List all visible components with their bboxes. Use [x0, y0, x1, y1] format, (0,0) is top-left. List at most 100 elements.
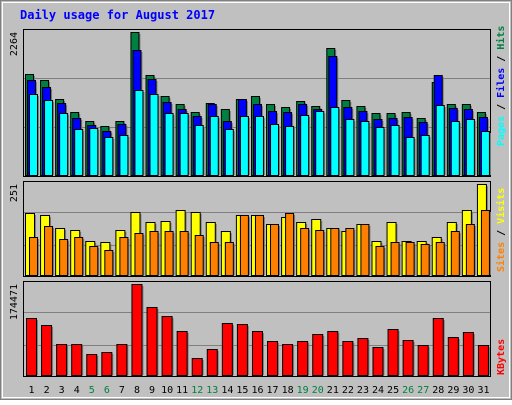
legend-hits-item: /: [496, 104, 507, 116]
bar-kbytes: [26, 318, 37, 376]
bar-pages: [300, 115, 310, 176]
x-tick-label: 11: [176, 385, 188, 396]
x-tick-label: 2: [44, 385, 50, 396]
x-tick-label: 10: [161, 385, 173, 396]
legend-visits-item: Sites: [495, 242, 507, 272]
legend-kbytes-item: KBytes: [496, 339, 507, 375]
bar-pages: [119, 135, 129, 176]
bar-kbytes: [417, 345, 429, 376]
x-tick-label: 20: [312, 385, 324, 396]
x-tick-label: 16: [251, 385, 263, 396]
bar-kbytes: [176, 331, 188, 376]
bar-sites: [270, 224, 280, 276]
bar-sites: [345, 228, 355, 276]
bar-kbytes: [146, 307, 158, 376]
bar-kbytes: [477, 345, 489, 376]
bar-pages: [405, 137, 415, 176]
legend-visits-text: Sites / Visits: [495, 188, 507, 272]
legend-visits: Sites / Visits: [495, 188, 507, 272]
bar-kbytes: [206, 349, 218, 376]
bar-pages: [194, 125, 204, 176]
bar-sites: [300, 228, 310, 276]
x-tick-label: 27: [417, 385, 429, 396]
legend-visits-item: /: [496, 230, 507, 242]
bar-pages: [330, 107, 340, 176]
bar-kbytes: [191, 358, 203, 376]
bar-pages: [149, 94, 159, 176]
bar-pages: [29, 94, 38, 176]
bar-kbytes: [161, 316, 173, 376]
x-tick-label: 5: [89, 385, 95, 396]
x-tick-label: 30: [462, 385, 474, 396]
visits-panel-ymax-label: 251: [9, 184, 20, 202]
bar-sites: [119, 237, 129, 276]
bar-sites: [74, 237, 84, 276]
hits-panel-ymax-label: 2264: [9, 32, 20, 56]
bar-pages: [480, 131, 490, 176]
x-tick-label: 25: [387, 385, 399, 396]
bar-kbytes: [236, 324, 248, 376]
bar-kbytes: [131, 284, 143, 376]
bar-sites: [29, 237, 38, 276]
bar-pages: [134, 90, 144, 176]
bar-sites: [480, 210, 490, 276]
legend-hits: Pages / Files / Hits: [495, 26, 507, 146]
bar-kbytes: [312, 334, 324, 376]
x-tick-label: 26: [402, 385, 414, 396]
bar-sites: [194, 235, 204, 276]
bar-kbytes: [342, 341, 354, 376]
bar-kbytes: [357, 338, 369, 376]
legend-kbytes: KBytes: [496, 339, 507, 375]
bar-sites: [44, 226, 54, 276]
bar-sites: [149, 231, 159, 276]
bar-sites: [239, 215, 249, 276]
bar-pages: [104, 137, 114, 176]
bar-sites: [405, 242, 415, 276]
x-tick-label: 22: [342, 385, 354, 396]
bar-sites: [420, 244, 430, 276]
bar-sites: [330, 228, 340, 276]
bar-kbytes: [267, 341, 279, 376]
bar-pages: [59, 113, 69, 176]
bar-pages: [390, 125, 400, 176]
bar-sites: [164, 231, 174, 276]
bar-pages: [285, 126, 295, 176]
bar-sites: [224, 242, 234, 276]
bar-sites: [254, 215, 264, 276]
bar-pages: [375, 127, 385, 176]
bar-pages: [164, 113, 174, 176]
legend-hits-item: Hits: [495, 26, 507, 56]
bar-kbytes: [41, 325, 53, 376]
bar-sites: [450, 231, 460, 276]
bar-sites: [104, 250, 114, 276]
bar-sites: [465, 224, 475, 276]
bar-kbytes: [402, 340, 414, 376]
bar-kbytes: [101, 352, 113, 376]
legend-visits-item: Visits: [495, 188, 507, 230]
legend-hits-item: Files: [495, 68, 507, 104]
legend-hits-item: /: [496, 56, 507, 68]
bar-pages: [224, 129, 234, 176]
bar-pages: [345, 119, 355, 176]
bar-pages: [315, 111, 325, 176]
x-tick-label: 3: [59, 385, 65, 396]
bar-kbytes: [251, 331, 263, 376]
bar-kbytes: [447, 337, 459, 376]
x-tick-label: 9: [149, 385, 155, 396]
bar-sites: [390, 242, 400, 276]
bar-sites: [59, 239, 69, 276]
bar-sites: [179, 231, 189, 276]
bar-sites: [315, 230, 325, 276]
bar-pages: [239, 116, 249, 176]
x-tick-label: 12: [191, 385, 203, 396]
legend-hits-text: Pages / Files / Hits: [495, 26, 507, 146]
bar-sites: [134, 233, 144, 276]
kbytes-panel-ymax-label: 174471: [9, 284, 20, 320]
x-tick-label: 23: [357, 385, 369, 396]
bar-pages: [44, 100, 54, 176]
bar-pages: [360, 121, 370, 176]
x-tick-label: 7: [119, 385, 125, 396]
bar-sites: [285, 213, 295, 276]
bar-pages: [465, 119, 475, 176]
